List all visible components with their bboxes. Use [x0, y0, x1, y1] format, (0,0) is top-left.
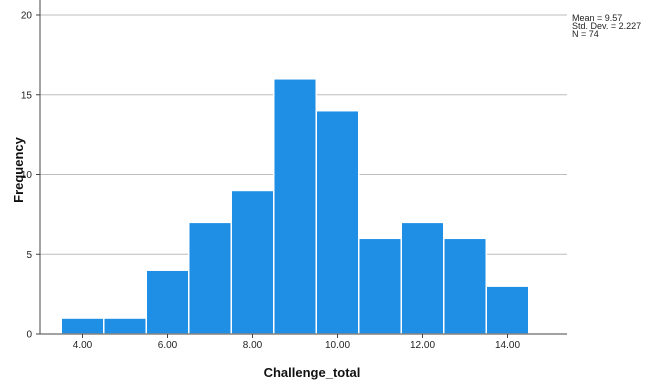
std-dev-label: Std. Dev. = 2.227 [572, 21, 642, 31]
y-axis-title: Frequency [11, 136, 26, 203]
histogram-bar [188, 221, 232, 335]
x-tick-label: 14.00 [495, 340, 520, 351]
histogram-bar [315, 109, 360, 335]
histogram-bar [60, 317, 105, 335]
x-axis-title: Challenge_total [264, 365, 361, 380]
histogram-bars [60, 78, 530, 335]
histogram-bar [103, 317, 147, 335]
y-tick-label: 0 [26, 330, 32, 341]
x-tick-label: 10.00 [325, 340, 350, 351]
histogram-bar [273, 78, 317, 335]
y-tick-label: 5 [26, 250, 32, 261]
n-label: N = 74 [572, 29, 599, 39]
y-tick-labels: 0 5 10 15 20 [21, 11, 33, 341]
histogram-bar [400, 221, 445, 335]
y-tick-label: 15 [21, 90, 33, 101]
mean-label: Mean = 9.57 [572, 13, 623, 23]
x-tick-label: 8.00 [243, 340, 263, 351]
y-tick-label: 20 [21, 11, 33, 22]
stats-box: Mean = 9.57 Std. Dev. = 2.227 N = 74 [572, 13, 642, 39]
x-tick-label: 4.00 [73, 340, 93, 351]
y-tick-label: 10 [21, 170, 33, 181]
axes [36, 0, 567, 338]
histogram-bar [443, 237, 487, 335]
x-tick-label: 12.00 [410, 340, 435, 351]
x-tick-label: 6.00 [158, 340, 178, 351]
histogram-bar [145, 269, 190, 335]
x-tick-labels: 4.00 6.00 8.00 10.00 12.00 14.00 [73, 340, 521, 351]
histogram-bar [358, 237, 402, 335]
histogram-bar [485, 285, 530, 335]
histogram-bar [230, 189, 275, 335]
